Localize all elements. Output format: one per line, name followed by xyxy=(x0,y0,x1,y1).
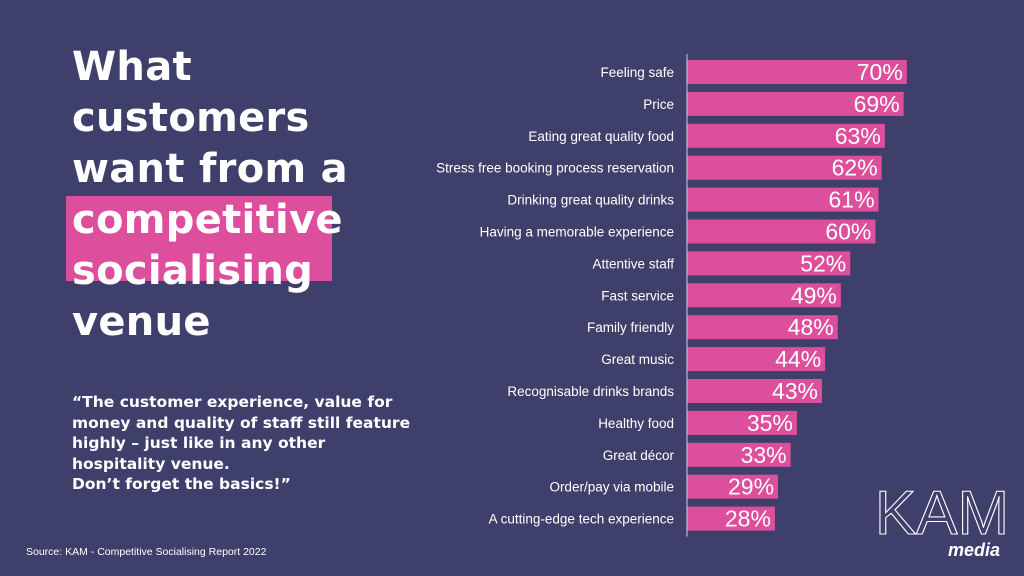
title-line: customers xyxy=(72,95,310,141)
source-note: Source: KAM - Competitive Socialising Re… xyxy=(26,546,267,558)
bar xyxy=(687,347,826,372)
category-label: Fast service xyxy=(601,288,674,303)
category-label: Great décor xyxy=(603,448,675,463)
category-label: Eating great quality food xyxy=(528,129,674,144)
kam-media-logo: KAM media xyxy=(874,484,1009,560)
bar xyxy=(687,410,797,435)
category-label: Stress free booking process reservation xyxy=(436,161,674,176)
quote-line: Don’t forget the basics!” xyxy=(72,475,291,493)
title-line-highlighted: competitive xyxy=(72,197,343,243)
value-label: 69% xyxy=(854,91,900,117)
quote-text: “The customer experience, value for mone… xyxy=(72,392,412,495)
bar xyxy=(687,506,775,531)
value-label: 35% xyxy=(747,410,793,436)
category-label: Drinking great quality drinks xyxy=(507,193,674,208)
category-label: Healthy food xyxy=(598,416,674,431)
value-label: 70% xyxy=(857,59,903,85)
bar xyxy=(687,60,907,84)
title-line: want from a xyxy=(72,146,348,192)
bar xyxy=(687,442,791,467)
value-label: 48% xyxy=(788,314,834,340)
title-line: venue xyxy=(72,299,211,345)
value-label: 52% xyxy=(800,250,846,276)
bar xyxy=(687,155,882,180)
title-line-highlighted: socialising xyxy=(72,248,314,294)
title-highlight-box xyxy=(66,196,332,281)
title-line: What xyxy=(72,44,192,90)
quote-line: “The customer experience, value for xyxy=(72,393,393,411)
bar xyxy=(687,474,779,499)
bar xyxy=(687,283,841,308)
category-label: A cutting-edge tech experience xyxy=(489,512,674,527)
value-label: 29% xyxy=(728,474,774,500)
logo-sub-text: media xyxy=(948,540,1000,560)
category-label: Price xyxy=(643,97,674,112)
bar xyxy=(687,251,851,276)
bar xyxy=(687,123,885,148)
quote-line: money and quality of staff still feature xyxy=(72,413,411,432)
value-label: 63% xyxy=(835,123,881,149)
page-title: What customers want from a competitive s… xyxy=(72,42,392,348)
value-label: 43% xyxy=(772,378,818,404)
value-label: 62% xyxy=(832,155,878,181)
category-label: Order/pay via mobile xyxy=(549,480,674,495)
category-label: Great music xyxy=(601,352,674,367)
bar xyxy=(687,187,879,212)
category-label: Having a memorable experience xyxy=(480,225,674,240)
category-label: Attentive staff xyxy=(592,256,674,271)
bar xyxy=(687,315,838,340)
logo-main-text: KAM xyxy=(875,484,1009,548)
value-label: 28% xyxy=(725,506,771,532)
category-label: Feeling safe xyxy=(600,65,674,80)
quote-line: highly – just like in any other xyxy=(72,434,326,452)
category-label: Family friendly xyxy=(587,320,674,335)
bar xyxy=(687,379,823,403)
value-label: 44% xyxy=(775,346,821,372)
quote-line: hospitality venue. xyxy=(72,454,230,473)
value-label: 49% xyxy=(791,282,837,308)
bar xyxy=(687,91,904,116)
category-label: Recognisable drinks brands xyxy=(507,384,674,399)
value-label: 33% xyxy=(741,442,787,468)
value-label: 61% xyxy=(828,187,874,213)
bar xyxy=(687,219,876,244)
value-label: 60% xyxy=(825,219,871,245)
